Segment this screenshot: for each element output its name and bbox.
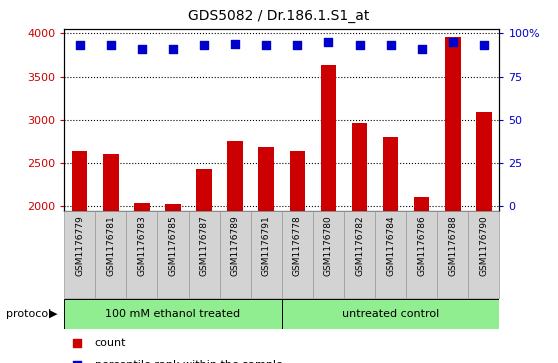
Text: GSM1176784: GSM1176784 [386, 215, 395, 276]
Bar [134, 203, 150, 211]
Bar [352, 123, 367, 211]
Text: GSM1176790: GSM1176790 [479, 215, 488, 276]
Point [230, 41, 239, 46]
Bar [406, 211, 437, 298]
Bar [290, 151, 305, 211]
Text: GSM1176781: GSM1176781 [107, 215, 116, 276]
Bar [103, 154, 119, 211]
Text: untreated control: untreated control [342, 309, 439, 319]
Bar [476, 112, 492, 211]
Point [169, 46, 177, 52]
Bar [72, 151, 88, 211]
Point [73, 340, 81, 346]
Text: 100 mM ethanol treated: 100 mM ethanol treated [105, 309, 240, 319]
Bar [196, 169, 212, 211]
Bar [468, 211, 499, 298]
Point [75, 42, 84, 48]
Bar [228, 140, 243, 211]
Bar [165, 204, 181, 211]
Bar [157, 211, 189, 298]
Bar [251, 211, 282, 298]
Bar [414, 197, 430, 211]
Text: GSM1176789: GSM1176789 [230, 215, 239, 276]
Point [107, 42, 116, 48]
Point [137, 46, 146, 52]
Bar [95, 211, 126, 298]
Point [479, 42, 488, 48]
Bar [375, 211, 406, 298]
Bar [445, 37, 460, 211]
Bar [189, 211, 220, 298]
Bar [282, 299, 499, 329]
Bar [313, 211, 344, 298]
Text: GSM1176778: GSM1176778 [293, 215, 302, 276]
Bar [282, 211, 313, 298]
Text: count: count [95, 338, 126, 348]
Text: GSM1176786: GSM1176786 [417, 215, 426, 276]
Bar [126, 211, 157, 298]
Bar [258, 147, 274, 211]
Text: GDS5082 / Dr.186.1.S1_at: GDS5082 / Dr.186.1.S1_at [188, 9, 370, 23]
Point [293, 42, 302, 48]
Text: ▶: ▶ [49, 309, 57, 319]
Point [386, 42, 395, 48]
Bar [64, 299, 282, 329]
Point [324, 39, 333, 45]
Text: protocol: protocol [6, 309, 51, 319]
Bar [437, 211, 468, 298]
Point [417, 46, 426, 52]
Text: GSM1176780: GSM1176780 [324, 215, 333, 276]
Text: GSM1176785: GSM1176785 [169, 215, 177, 276]
Bar [220, 211, 251, 298]
Text: percentile rank within the sample: percentile rank within the sample [95, 360, 282, 363]
Point [355, 42, 364, 48]
Text: GSM1176783: GSM1176783 [137, 215, 146, 276]
Text: GSM1176791: GSM1176791 [262, 215, 271, 276]
Bar [321, 65, 336, 211]
Point [73, 362, 81, 363]
Text: GSM1176787: GSM1176787 [200, 215, 209, 276]
Text: GSM1176788: GSM1176788 [448, 215, 457, 276]
Point [200, 42, 209, 48]
Bar [64, 211, 95, 298]
Point [448, 39, 457, 45]
Bar [344, 211, 375, 298]
Point [262, 42, 271, 48]
Bar [383, 137, 398, 211]
Text: GSM1176782: GSM1176782 [355, 215, 364, 276]
Text: GSM1176779: GSM1176779 [75, 215, 84, 276]
